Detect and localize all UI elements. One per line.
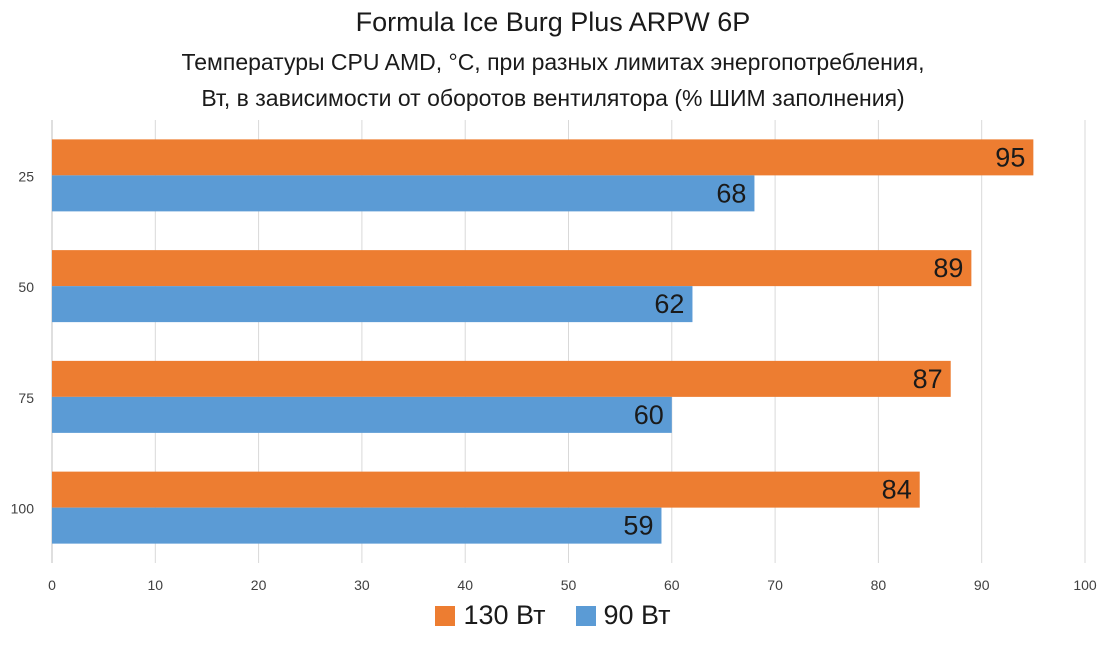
x-tick-label: 30: [354, 577, 370, 593]
x-tick-label: 20: [251, 577, 267, 593]
data-label: 95: [995, 142, 1025, 172]
bar-series-1: [52, 471, 920, 508]
x-tick-label: 40: [457, 577, 473, 593]
x-tick-label: 70: [767, 577, 783, 593]
x-tick-label: 10: [148, 577, 164, 593]
x-tick-label: 80: [871, 577, 887, 593]
x-tick-label: 0: [48, 577, 56, 593]
chart-legend: 130 Вт 90 Вт: [0, 600, 1106, 631]
x-tick-label: 100: [1073, 577, 1097, 593]
bar-series-2: [52, 396, 672, 433]
bar-series-1: [52, 139, 1034, 176]
x-tick-label: 90: [974, 577, 990, 593]
bar-series-1: [52, 250, 972, 287]
chart-subtitle-line-1: Температуры CPU AMD, °C, при разных лими…: [181, 49, 925, 75]
data-label: 62: [654, 289, 684, 319]
chart-subtitle-line-2: Вт, в зависимости от оборотов вентилятор…: [201, 85, 905, 111]
legend-item-series-2: 90 Вт: [575, 600, 671, 631]
data-label: 59: [623, 511, 653, 541]
y-category-label: 50: [18, 279, 34, 295]
chart-subtitle: Температуры CPU AMD, °C, при разных лими…: [0, 44, 1106, 116]
legend-swatch-series-2: [575, 605, 596, 626]
y-category-label: 100: [11, 501, 35, 517]
legend-label-series-2: 90 Вт: [603, 600, 671, 630]
legend-item-series-1: 130 Вт: [435, 600, 546, 631]
y-category-label: 25: [18, 168, 34, 184]
bar-series-1: [52, 360, 951, 397]
bar-series-2: [52, 286, 693, 323]
data-label: 84: [882, 475, 912, 505]
data-label: 60: [634, 400, 664, 430]
bar-series-2: [52, 507, 662, 544]
data-label: 87: [913, 364, 943, 394]
legend-swatch-series-1: [435, 605, 456, 626]
data-label: 89: [933, 253, 963, 283]
bar-series-2: [52, 175, 755, 212]
data-label: 68: [716, 178, 746, 208]
chart-title: Formula Ice Burg Plus ARPW 6P: [355, 7, 751, 37]
x-tick-label: 50: [561, 577, 577, 593]
legend-label-series-1: 130 Вт: [463, 600, 546, 630]
x-tick-label: 60: [664, 577, 680, 593]
y-category-label: 75: [18, 390, 34, 406]
